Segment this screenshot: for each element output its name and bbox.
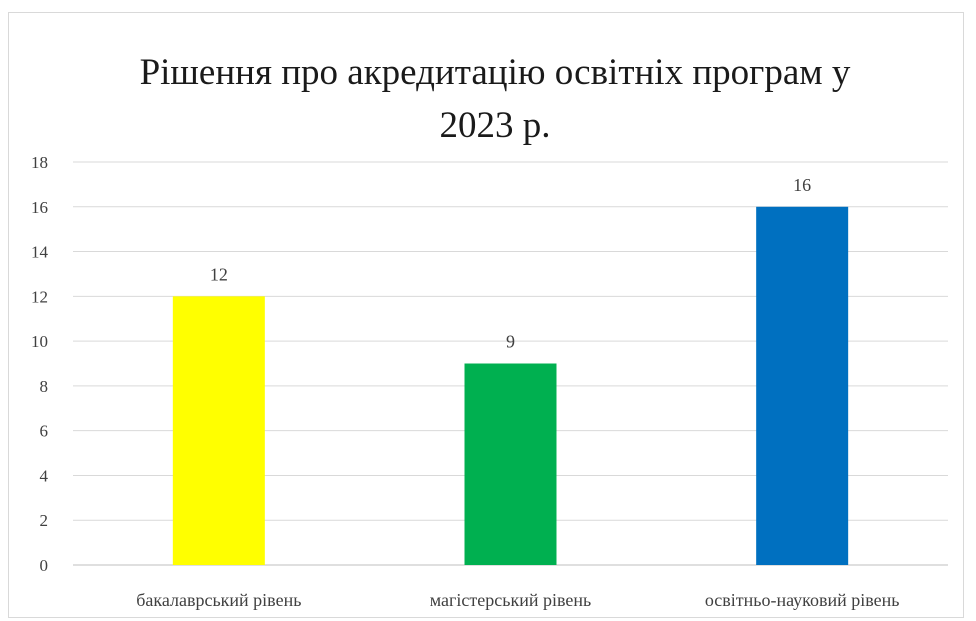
bars: [172, 206, 849, 565]
y-tick-label: 6: [40, 422, 49, 441]
y-tick-label: 0: [40, 556, 49, 575]
x-axis-categories: бакалаврський рівень магістерський рівень…: [136, 590, 899, 610]
bar: [756, 206, 849, 565]
y-tick-label: 18: [31, 153, 48, 172]
x-category-label: бакалаврський рівень: [136, 590, 301, 610]
y-tick-label: 16: [31, 198, 48, 217]
y-tick-label: 10: [31, 332, 48, 351]
data-label: 16: [793, 175, 811, 195]
data-label: 12: [210, 264, 228, 284]
y-tick-label: 14: [31, 243, 49, 262]
y-tick-label: 12: [31, 287, 48, 306]
data-labels: 12 9 16: [210, 175, 811, 352]
x-category-label: магістерський рівень: [430, 590, 591, 610]
x-category-label: освітньо-науковий рівень: [705, 590, 900, 610]
data-label: 9: [506, 332, 515, 352]
bar: [172, 296, 265, 565]
y-tick-label: 2: [40, 511, 49, 530]
y-tick-label: 8: [40, 377, 49, 396]
chart-title: Рішення про акредитацію освітніх програм…: [139, 52, 851, 146]
y-tick-label: 4: [40, 466, 49, 485]
y-axis-ticks: 0 2 4 6 8 10 12 14 16 18: [31, 153, 49, 575]
bar: [464, 363, 557, 565]
